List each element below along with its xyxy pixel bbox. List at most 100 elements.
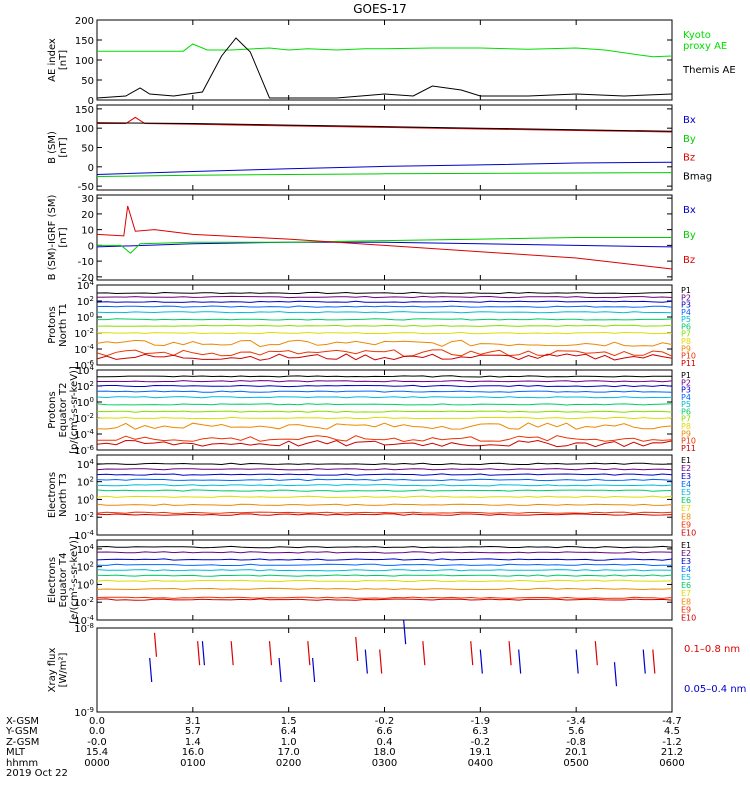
panel-frame xyxy=(96,454,673,536)
xray-mark xyxy=(197,641,201,666)
y-tick-label: 10-6 xyxy=(74,359,94,372)
y-tick-label: 102 xyxy=(77,561,94,574)
xray-mark xyxy=(613,662,618,687)
y-axis-label: Equator T2 xyxy=(58,383,69,438)
footer-value: 0.0 xyxy=(89,716,105,727)
y-axis-label: North T1 xyxy=(58,303,69,347)
legend-label: P8 xyxy=(681,337,691,346)
legend-label: P9 xyxy=(681,344,691,353)
y-tick-label: 100 xyxy=(75,56,94,67)
legend-label: P11 xyxy=(681,359,696,368)
legend-label: Kyoto xyxy=(683,30,711,41)
y-tick-label: 10-4 xyxy=(74,614,94,627)
footer-row-label: Y-GSM xyxy=(6,726,38,738)
y-axis-label: Protons xyxy=(47,306,58,343)
footer-value: 5.7 xyxy=(184,726,201,738)
xray-mark xyxy=(153,632,158,657)
series-line xyxy=(97,318,673,321)
footer-value: 3.1 xyxy=(184,716,201,727)
footer-row: hhmm 0000 0100 0200 0300 0400 0500 0600 xyxy=(6,757,750,769)
series-line xyxy=(96,489,673,492)
y-tick-label: 10-2 xyxy=(74,596,94,609)
footer-value: 17.0 xyxy=(277,747,300,759)
legend-label: P5 xyxy=(681,315,691,324)
legend-label: proxy AE xyxy=(683,41,727,52)
series-line xyxy=(96,574,673,577)
footer-value: -1.2 xyxy=(662,736,682,748)
legend-label: Bx xyxy=(683,115,696,126)
y-tick-label: 102 xyxy=(77,380,94,393)
series-line xyxy=(96,495,673,498)
xray-mark xyxy=(268,641,273,666)
y-axis-label: Xray flux xyxy=(47,648,58,693)
xray-mark xyxy=(201,641,206,666)
footer-value: 0500 xyxy=(563,757,589,769)
y-tick-label: 10-2 xyxy=(74,327,94,340)
legend-label: Bx xyxy=(683,205,696,216)
series-line xyxy=(96,403,673,406)
legend-label: P3 xyxy=(681,301,691,310)
footer-value: 1.0 xyxy=(280,736,297,748)
y-axis-label: AE index xyxy=(47,38,58,82)
series-line xyxy=(96,484,673,487)
series-line xyxy=(96,511,673,514)
chart-title: GOES-17 xyxy=(353,2,407,16)
legend-label: E8 xyxy=(681,597,691,606)
xray-mark xyxy=(479,649,483,674)
series-line xyxy=(96,473,673,476)
legend-label: E5 xyxy=(681,573,691,582)
legend-label: P7 xyxy=(681,415,691,424)
y-tick-label: 104 xyxy=(77,543,95,556)
legend-label: E3 xyxy=(681,472,691,481)
y-tick-label: 10-9 xyxy=(74,706,94,719)
series-line xyxy=(96,579,673,583)
y-tick-label: 10-4 xyxy=(74,428,94,441)
xray-mark xyxy=(594,641,598,666)
xray-mark xyxy=(149,657,153,683)
legend-label: P4 xyxy=(681,393,691,402)
series-line xyxy=(96,513,673,516)
series-line xyxy=(96,205,673,270)
y-tick-label: -50 xyxy=(78,182,94,193)
footer-date: 2019 Oct 22 xyxy=(6,767,68,779)
y-tick-label: 100 xyxy=(75,124,94,135)
legend-label: E3 xyxy=(681,557,691,566)
legend-label: E1 xyxy=(681,456,691,465)
y-tick-label: 104 xyxy=(77,364,95,377)
series-line xyxy=(96,384,673,388)
xray-mark xyxy=(379,649,383,674)
legend-label: E1 xyxy=(681,541,691,550)
series-line xyxy=(96,305,673,308)
panel-8: 10-8 10-9 Xray flux [W/m²] 0.1–0.8 nm 0.05–0.… xyxy=(47,620,746,719)
y-tick-label: 10-6 xyxy=(74,444,94,457)
y-tick-label: 200 xyxy=(75,16,94,27)
legend-label: P8 xyxy=(681,422,691,431)
legend-label: E2 xyxy=(681,464,691,473)
legend-label: Bmag xyxy=(683,171,712,182)
y-axis-label: B (SM)-IGRF (SM) xyxy=(47,195,58,281)
footer-row-label: hhmm xyxy=(6,757,39,769)
legend-label: E5 xyxy=(681,488,691,497)
panel-frame xyxy=(96,19,673,101)
y-tick-label: 100 xyxy=(77,311,94,324)
y-tick-label: 10-8 xyxy=(74,622,94,635)
footer-value: -0.2 xyxy=(470,736,491,748)
series-line xyxy=(97,237,672,254)
panel-4: 104 102 100 10-2 10-4 10-6 Protons North T1 P1P2… xyxy=(47,279,696,372)
series-line xyxy=(96,295,673,299)
y-tick-label: 102 xyxy=(77,476,94,489)
y-tick-label: 100 xyxy=(77,578,94,591)
footer-row-label: MLT xyxy=(6,747,25,759)
series-line xyxy=(96,416,673,420)
y-tick-label: 150 xyxy=(75,36,94,47)
y-tick-label: 102 xyxy=(77,295,94,308)
panel-6: 104 102 100 10-2 10-4 Electrons North T3 E1E2E3… xyxy=(47,454,696,542)
legend-label: P3 xyxy=(681,386,691,395)
legend-label: E2 xyxy=(681,549,691,558)
series-line xyxy=(97,435,673,443)
footer-value: 6.6 xyxy=(376,726,393,738)
footer-value: -0.8 xyxy=(566,736,586,748)
legend-label: P7 xyxy=(681,330,691,339)
